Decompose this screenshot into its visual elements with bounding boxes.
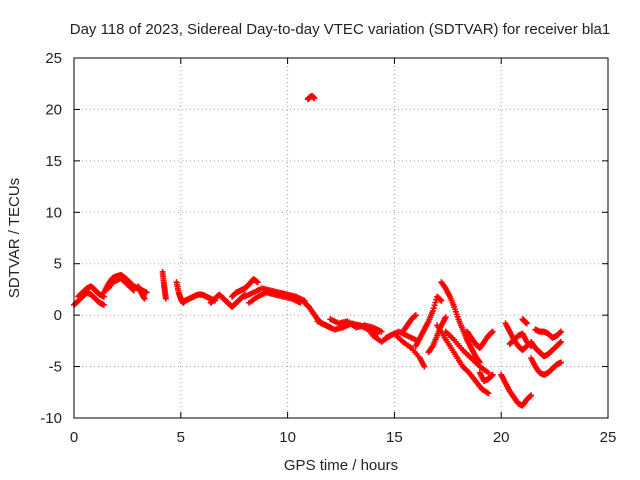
y-tick-label: -10 <box>40 410 62 427</box>
data-point <box>378 328 385 335</box>
data-point <box>412 312 419 319</box>
data-point <box>558 359 565 366</box>
data-point <box>488 329 495 336</box>
series-arc-6h-8h <box>207 291 248 310</box>
data-point <box>100 301 107 308</box>
data-point <box>432 299 439 306</box>
series-arc-21h-23h-3 <box>532 326 565 341</box>
series-arc-17h-19h <box>434 322 492 397</box>
series-arc-15h-16h-rise <box>399 312 419 335</box>
axis-tick-labels: 0 5 10 15 20 25 -10 -5 0 5 10 15 20 25 <box>40 50 616 446</box>
data-points <box>71 93 565 409</box>
series-arc-20h-21h <box>498 371 535 409</box>
series-arc-early-2 <box>75 283 107 300</box>
data-point <box>442 314 449 321</box>
data-point <box>130 287 137 294</box>
y-tick-label: 0 <box>54 307 62 324</box>
data-point <box>431 302 438 309</box>
chart-title: Day 118 of 2023, Sidereal Day-to-day VTE… <box>70 21 611 38</box>
series-arc-16h-17h-2 <box>425 314 449 356</box>
series-arc-14h-16h <box>382 330 428 370</box>
data-point <box>429 308 436 315</box>
data-point <box>421 363 428 370</box>
series-outlier <box>304 93 318 103</box>
series-arc-19h-20h-2 <box>476 369 496 384</box>
axis-ticks <box>73 57 609 419</box>
data-point <box>527 393 534 400</box>
series-arc-4h <box>159 268 169 302</box>
x-tick-label: 20 <box>493 429 510 446</box>
data-point <box>437 296 444 303</box>
series-arc-21h-23h-2 <box>528 338 565 360</box>
data-point <box>557 339 564 346</box>
y-tick-label: 5 <box>54 256 62 273</box>
data-point <box>129 286 136 293</box>
data-point <box>523 320 530 327</box>
series-arc-hump-2 <box>105 275 137 294</box>
series-arc-16h-17h <box>412 293 445 349</box>
series-arc-17h-18h-peak <box>438 279 483 366</box>
y-tick-label: -5 <box>49 359 62 376</box>
x-tick-label: 15 <box>386 429 403 446</box>
series-arc-8h-10h-2 <box>246 289 304 306</box>
x-tick-label: 0 <box>70 429 78 446</box>
data-point <box>254 279 261 286</box>
x-axis-label: GPS time / hours <box>284 457 398 474</box>
data-point <box>488 372 495 379</box>
data-point <box>485 390 492 397</box>
y-axis-label: SDTVAR / TECUs <box>6 178 23 298</box>
series-arc-3h <box>135 283 148 302</box>
data-point <box>489 371 496 378</box>
series-arc-21h-22h-top <box>519 316 530 327</box>
series-arc-4h-5h <box>173 279 218 306</box>
series-arc-17h-18h-2 <box>442 328 492 376</box>
data-point <box>141 295 148 302</box>
data-point <box>162 295 169 302</box>
data-point <box>485 369 492 376</box>
data-point <box>311 95 318 102</box>
y-tick-label: 25 <box>45 50 62 67</box>
data-point <box>438 297 445 304</box>
data-point <box>143 289 150 296</box>
x-tick-label: 5 <box>177 429 185 446</box>
series-arc-early <box>71 289 107 308</box>
data-point <box>558 328 565 335</box>
series-arc-7h-8h <box>229 276 261 300</box>
grid-lines <box>74 58 608 418</box>
x-tick-label: 25 <box>600 429 617 446</box>
y-tick-label: 10 <box>45 204 62 221</box>
data-point <box>528 392 535 399</box>
data-point <box>557 329 564 336</box>
data-point <box>522 343 529 350</box>
x-tick-label: 10 <box>279 429 296 446</box>
y-tick-label: 15 <box>45 153 62 170</box>
data-point <box>558 338 565 345</box>
y-tick-label: 20 <box>45 101 62 118</box>
series-arc-19h-20h <box>464 328 496 352</box>
data-point <box>411 312 418 319</box>
data-point <box>489 328 496 335</box>
series-arc-21h-23h <box>528 355 565 378</box>
data-point <box>430 305 437 312</box>
plot-frame <box>73 57 609 419</box>
